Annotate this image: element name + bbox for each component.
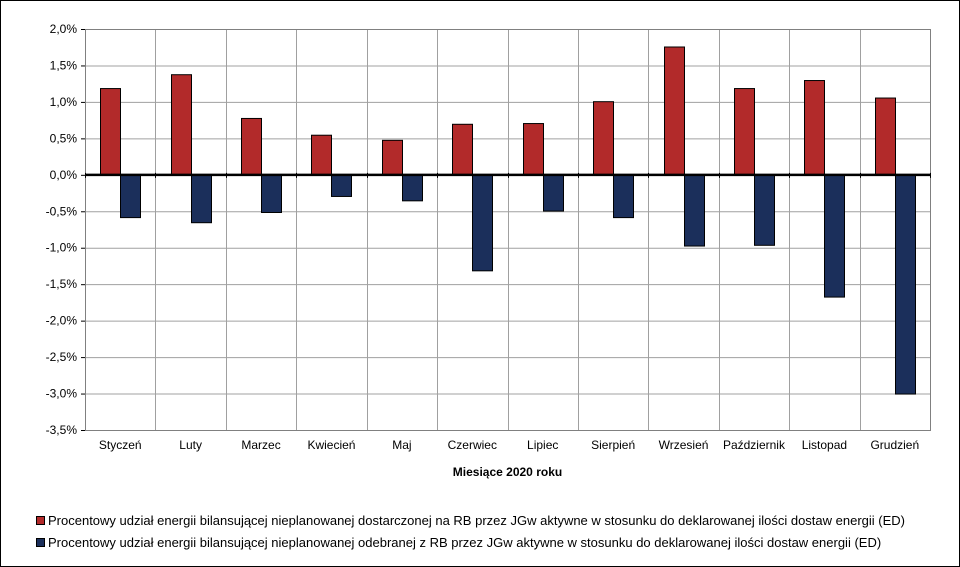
x-tick-label: Marzec xyxy=(241,438,280,452)
bar-dostarczona xyxy=(311,134,332,176)
x-tick-label: Styczeń xyxy=(99,438,142,452)
bar-dostarczona xyxy=(100,88,121,176)
legend-swatch-series-1 xyxy=(36,516,45,526)
bar-odebrana xyxy=(543,174,564,212)
y-tick-label: -1,5% xyxy=(46,277,78,291)
y-tick-label: -2,5% xyxy=(46,350,78,364)
x-axis-title: Miesiące 2020 roku xyxy=(453,465,562,479)
bar-odebrana xyxy=(261,174,282,214)
y-tick-label: 2,0% xyxy=(50,22,78,36)
bar-dostarczona xyxy=(523,123,544,176)
bar-odebrana xyxy=(120,174,141,219)
y-tick-label: -0,5% xyxy=(46,204,78,218)
legend-swatch-series-2 xyxy=(36,538,45,548)
bar-odebrana xyxy=(684,174,705,247)
x-tick-label: Listopad xyxy=(802,438,847,452)
bar-odebrana xyxy=(331,174,352,197)
y-tick-label: 1,5% xyxy=(50,58,78,72)
bar-dostarczona xyxy=(875,97,896,176)
y-tick-label: -3,0% xyxy=(46,387,78,401)
bar-odebrana xyxy=(472,174,493,272)
bar-dostarczona xyxy=(171,74,192,176)
y-tick-label: -3,5% xyxy=(46,423,78,437)
y-tick-label: 0,0% xyxy=(50,168,78,182)
bar-dostarczona xyxy=(664,46,685,176)
legend-label-series-2: Procentowy udział energii bilansującej n… xyxy=(48,535,882,550)
x-tick-label: Lipiec xyxy=(527,438,558,452)
legend-item-series-2: Procentowy udział energii bilansującej n… xyxy=(36,534,905,556)
bar-odebrana xyxy=(402,174,423,202)
chart-legend: Procentowy udział energii bilansującej n… xyxy=(36,512,905,556)
x-tick-label: Sierpień xyxy=(591,438,635,452)
x-tick-label: Kwiecień xyxy=(307,438,355,452)
x-tick-label: Maj xyxy=(392,438,411,452)
legend-label-series-1: Procentowy udział energii bilansującej n… xyxy=(48,513,905,528)
x-tick-label: Październik xyxy=(723,438,786,452)
bar-dostarczona xyxy=(452,123,473,176)
y-tick-label: 0,5% xyxy=(50,131,78,145)
bar-dostarczona xyxy=(804,80,825,176)
x-tick-label: Grudzień xyxy=(870,438,919,452)
x-tick-label: Luty xyxy=(179,438,202,452)
bar-odebrana xyxy=(191,174,212,224)
bar-dostarczona xyxy=(593,101,614,176)
x-tick-label: Czerwiec xyxy=(448,438,497,452)
x-tick-label: Wrzesień xyxy=(659,438,709,452)
legend-item-series-1: Procentowy udział energii bilansującej n… xyxy=(36,512,905,534)
bar-dostarczona xyxy=(382,139,403,176)
plot-border xyxy=(85,29,931,431)
y-tick-label: -2,0% xyxy=(46,314,78,328)
plot-area xyxy=(85,29,930,430)
bar-odebrana xyxy=(824,174,845,298)
bar-dostarczona xyxy=(734,88,755,176)
y-tick-label: 1,0% xyxy=(50,95,78,109)
bar-odebrana xyxy=(895,174,916,395)
bar-odebrana xyxy=(613,174,634,219)
y-tick-label: -1,0% xyxy=(46,241,78,255)
bar-odebrana xyxy=(754,174,775,246)
bar-dostarczona xyxy=(241,117,262,176)
